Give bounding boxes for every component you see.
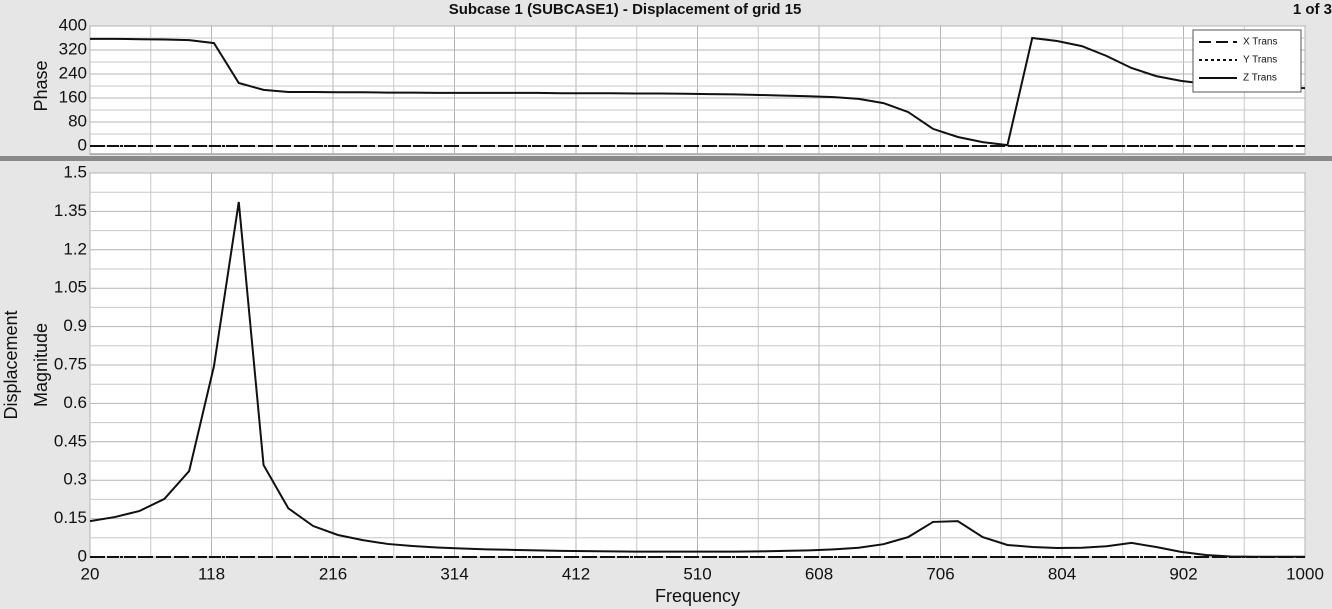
x-tick-label: 902	[1169, 564, 1197, 583]
y-tick-label: 80	[68, 111, 87, 130]
page-indicator: 1 of 3	[1293, 1, 1332, 18]
x-tick-label: 216	[319, 564, 347, 583]
x-tick-label: 804	[1048, 564, 1076, 583]
y-tick-label: 0	[78, 135, 87, 154]
series-line	[90, 36, 1306, 147]
y-tick-label: 0.6	[63, 393, 87, 412]
x-tick-label: 412	[562, 564, 590, 583]
x-tick-label: 20	[81, 564, 100, 583]
x-tick-label: 608	[805, 564, 833, 583]
legend-label: Y Trans	[1243, 55, 1277, 66]
series-line	[89, 201, 1305, 558]
x-tick-label: 1000	[1286, 564, 1324, 583]
y-axis-label: Displacement	[1, 310, 21, 419]
legend-box	[1192, 29, 1302, 93]
y-tick-label: 0.15	[54, 508, 87, 527]
y-tick-label: 1.05	[54, 278, 87, 297]
y-tick-label: 0.75	[54, 354, 87, 373]
y-tick-label: 0	[78, 546, 87, 565]
y-axis-label: Phase	[31, 60, 51, 111]
legend-label: Z Trans	[1243, 73, 1277, 84]
x-tick-label: 510	[683, 564, 711, 583]
y-tick-label: 1.35	[54, 201, 87, 220]
y-tick-label: 0.3	[63, 470, 87, 489]
x-tick-label: 314	[440, 564, 468, 583]
y-tick-label: 240	[59, 63, 87, 82]
x-axis-label: Frequency	[655, 586, 740, 606]
x-tick-label: 118	[198, 564, 225, 583]
panel-divider	[0, 156, 1332, 161]
y-tick-label: 1.2	[63, 239, 87, 258]
y-tick-label: 1.5	[63, 162, 87, 181]
y-tick-label: 160	[59, 87, 87, 106]
chart-title: Subcase 1 (SUBCASE1) - Displacement of g…	[449, 1, 802, 18]
y-tick-label: 0.45	[54, 431, 87, 450]
legend-label: X Trans	[1243, 37, 1277, 48]
y-axis-label: Magnitude	[31, 323, 51, 407]
y-tick-label: 320	[59, 39, 87, 58]
y-tick-label: 400	[59, 15, 87, 34]
x-tick-label: 706	[926, 564, 954, 583]
y-tick-label: 0.9	[63, 316, 87, 335]
